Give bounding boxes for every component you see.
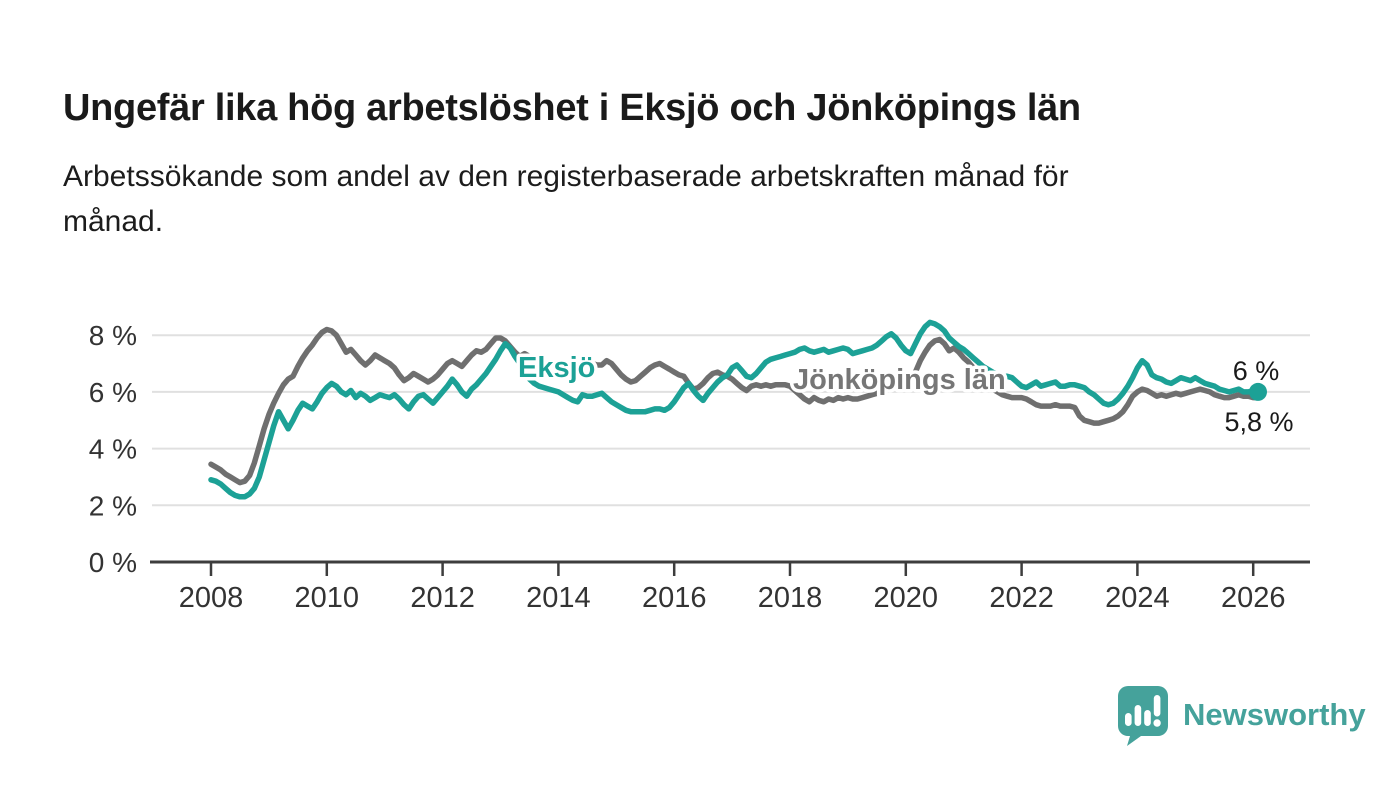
y-axis-tick-label: 6 % bbox=[89, 377, 137, 408]
gridlines bbox=[152, 334, 1310, 507]
eksjo-end-dot bbox=[1249, 382, 1267, 401]
y-axis-tick-label: 2 % bbox=[89, 490, 137, 521]
y-axis-tick-label: 4 % bbox=[89, 434, 137, 465]
newsworthy-brand-name: Newsworthy bbox=[1183, 697, 1366, 732]
eksjo-end-value-label: 6 % bbox=[1233, 356, 1280, 386]
eksjo-series-line bbox=[208, 319, 1261, 500]
x-axis-tick-labels: 2008 2010 2012 2014 2016 2018 2020 2022 2024 2026 bbox=[179, 582, 1286, 614]
x-axis-tick-label: 2022 bbox=[989, 582, 1054, 614]
page-subtitle: Arbetssökande som andel av den registerb… bbox=[63, 154, 1313, 244]
x-axis-tick-label: 2020 bbox=[874, 582, 939, 614]
page-subtitle-line-2: månad. bbox=[63, 205, 164, 238]
page-subtitle-line-1: Arbetssökande som andel av den registerb… bbox=[63, 160, 1069, 193]
x-axis-tick-label: 2012 bbox=[410, 582, 475, 614]
jonkopings-lan-series-line bbox=[208, 326, 1261, 486]
jonkopings-lan-series-label: Jönköpings län bbox=[793, 364, 1006, 396]
newsworthy-bubble-chart-icon bbox=[1118, 686, 1168, 746]
y-axis-tick-labels: 0 % 2 % 4 % 6 % 8 % bbox=[89, 320, 137, 578]
y-axis-tick-label: 8 % bbox=[89, 320, 137, 351]
newsworthy-logo: Newsworthy bbox=[1112, 684, 1366, 746]
x-axis-tick-label: 2024 bbox=[1105, 582, 1170, 614]
page-title: Ungefär lika hög arbetslöshet i Eksjö oc… bbox=[63, 87, 1081, 130]
y-axis-tick-label: 0 % bbox=[89, 547, 137, 578]
jonkopings-lan-end-value-label: 5,8 % bbox=[1224, 407, 1293, 437]
series-lines bbox=[208, 319, 1261, 500]
x-axis-tick-label: 2018 bbox=[758, 582, 823, 614]
x-axis-tick-label: 2026 bbox=[1221, 582, 1286, 614]
x-axis-ticks bbox=[209, 562, 1255, 576]
x-axis-tick-label: 2016 bbox=[642, 582, 707, 614]
x-axis-tick-label: 2010 bbox=[295, 582, 360, 614]
x-axis-tick-label: 2014 bbox=[526, 582, 591, 614]
eksjo-series-label: Eksjö bbox=[518, 352, 595, 384]
x-axis-tick-label: 2008 bbox=[179, 582, 244, 614]
